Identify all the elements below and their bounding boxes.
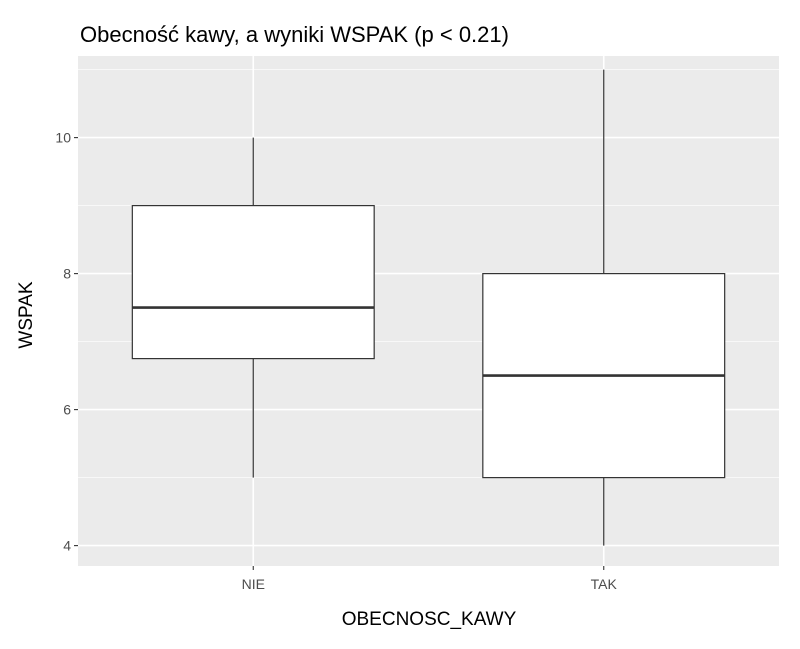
box-iqr <box>131 205 375 360</box>
box-nie <box>131 137 375 478</box>
y-tick-label: 8 <box>63 266 71 282</box>
x-tick-label: NIE <box>242 576 265 592</box>
x-tick-label: TAK <box>591 576 618 592</box>
y-tick-label: 4 <box>63 538 71 554</box>
box-tak <box>482 69 726 546</box>
x-axis-title: OBECNOSC_KAWY <box>342 609 517 630</box>
boxes-layer <box>131 69 726 546</box>
y-axis-title: WSPAK <box>16 281 37 349</box>
y-tick-label: 6 <box>63 402 71 418</box>
y-axis: 4 6 8 10 <box>55 130 78 554</box>
chart-title: Obecność kawy, a wyniki WSPAK (p < 0.21) <box>80 22 509 47</box>
x-axis: NIE TAK <box>242 566 618 592</box>
y-tick-label: 10 <box>55 130 71 146</box>
